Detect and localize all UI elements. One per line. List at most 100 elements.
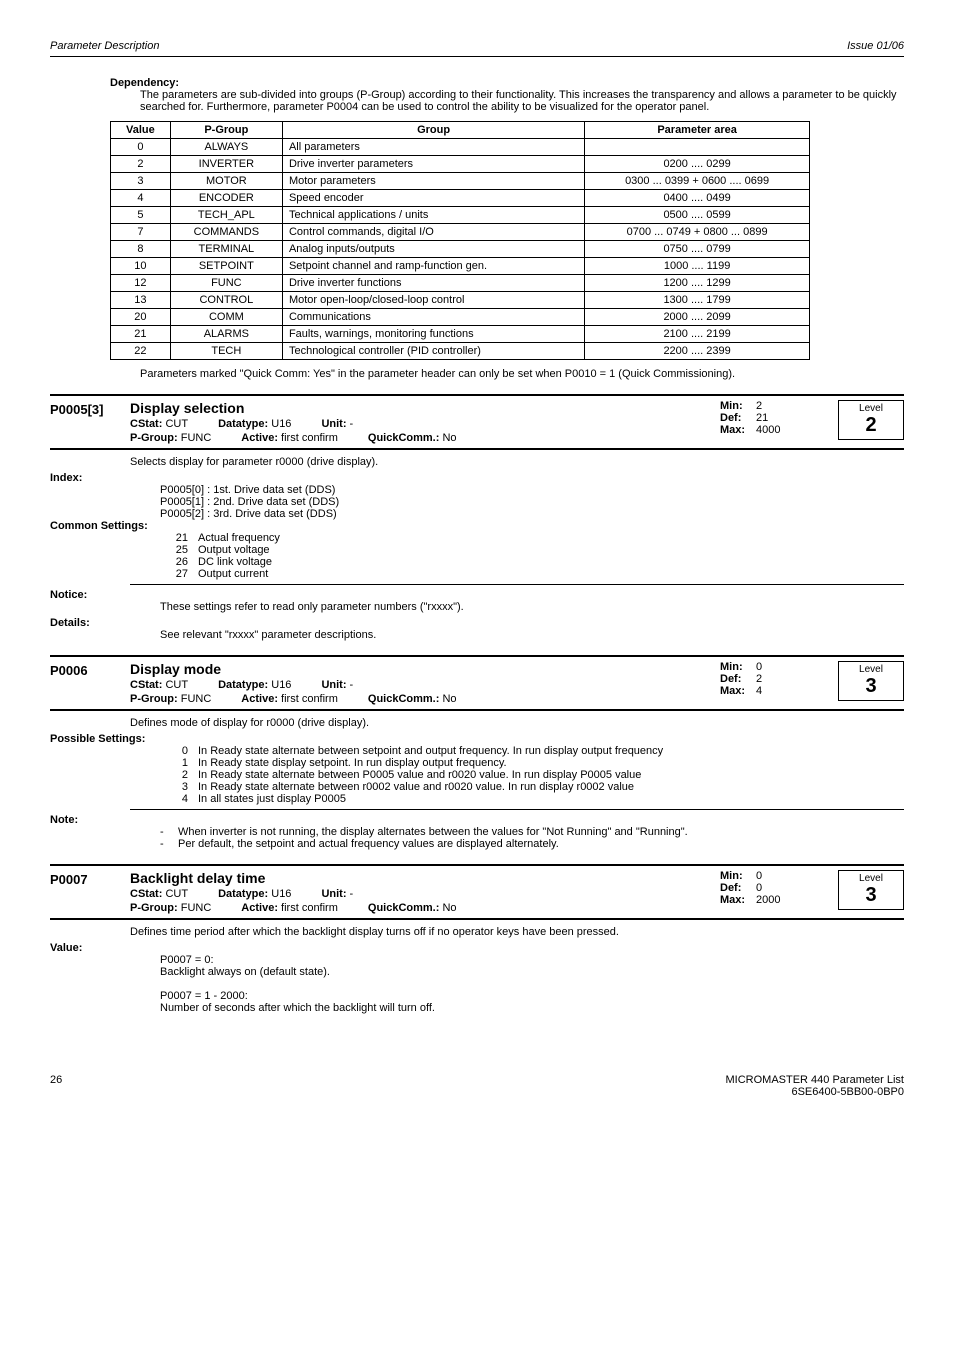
def-v: 0 xyxy=(756,882,762,894)
level-l: Level xyxy=(843,873,899,884)
quick-label: QuickComm.: xyxy=(368,432,440,444)
level-l: Level xyxy=(843,664,899,675)
unit-label: Unit: xyxy=(321,418,346,430)
def-v: 21 xyxy=(756,412,768,424)
min-l: Min: xyxy=(720,661,756,673)
p0006-possible: 0In Ready state alternate between setpoi… xyxy=(160,745,904,805)
minmax: Min:2 Def:21 Max:4000 xyxy=(720,400,830,436)
dependency-text: The parameters are sub-divided into grou… xyxy=(140,89,904,113)
max-v: 2000 xyxy=(756,894,780,906)
level-v: 3 xyxy=(843,884,899,907)
pgroup-after: Parameters marked "Quick Comm: Yes" in t… xyxy=(140,368,904,380)
def-l: Def: xyxy=(720,673,756,685)
value-label: Value: xyxy=(50,942,130,954)
def-l: Def: xyxy=(720,882,756,894)
dtype-val: U16 xyxy=(271,418,291,430)
param-id: P0006 xyxy=(50,661,130,678)
pgrp-label: P-Group: xyxy=(130,902,178,914)
min-v: 0 xyxy=(756,870,762,882)
cstat-val: CUT xyxy=(165,418,188,430)
cstat-label: CStat: xyxy=(130,888,162,900)
common-label: Common Settings: xyxy=(50,520,180,532)
quick-label: QuickComm.: xyxy=(368,693,440,705)
min-l: Min: xyxy=(720,400,756,412)
dtype-label: Datatype: xyxy=(218,679,268,691)
cstat-val: CUT xyxy=(165,888,188,900)
max-l: Max: xyxy=(720,894,756,906)
quick-val: No xyxy=(442,432,456,444)
index-label: Index: xyxy=(50,472,130,484)
active-label: Active: xyxy=(241,902,278,914)
doc-issue: Issue 01/06 xyxy=(847,40,904,52)
def-l: Def: xyxy=(720,412,756,424)
min-v: 0 xyxy=(756,661,762,673)
footer-line2: 6SE6400-5BB00-0BP0 xyxy=(726,1086,905,1098)
param-p0007: P0007 Backlight delay time CStat: CUT Da… xyxy=(50,864,904,920)
min-l: Min: xyxy=(720,870,756,882)
pgrp-label: P-Group: xyxy=(130,432,178,444)
pgrp-val: FUNC xyxy=(181,693,212,705)
cstat-val: CUT xyxy=(165,679,188,691)
param-title: Backlight delay time xyxy=(130,870,720,886)
doc-title: Parameter Description xyxy=(50,40,159,52)
min-v: 2 xyxy=(756,400,762,412)
quick-val: No xyxy=(442,693,456,705)
max-l: Max: xyxy=(720,685,756,697)
pgrp-val: FUNC xyxy=(181,902,212,914)
max-l: Max: xyxy=(720,424,756,436)
param-p0006: P0006 Display mode CStat: CUT Datatype: … xyxy=(50,655,904,711)
quick-label: QuickComm.: xyxy=(368,902,440,914)
param-title: Display selection xyxy=(130,400,720,416)
minmax: Min:0 Def:0 Max:2000 xyxy=(720,870,830,906)
def-v: 2 xyxy=(756,673,762,685)
max-v: 4000 xyxy=(756,424,780,436)
possible-label: Possible Settings: xyxy=(50,733,180,745)
active-val: first confirm xyxy=(281,902,338,914)
p0007-desc: Defines time period after which the back… xyxy=(130,926,904,938)
p0005-desc: Selects display for parameter r0000 (dri… xyxy=(130,456,904,468)
pgrp-val: FUNC xyxy=(181,432,212,444)
p0005-index: P0005[0] : 1st. Drive data set (DDS)P000… xyxy=(160,484,904,520)
page-number: 26 xyxy=(50,1074,62,1098)
pgroup-table: ValueP-GroupGroupParameter area 0ALWAYSA… xyxy=(110,121,810,360)
level-box: Level 2 xyxy=(838,400,904,440)
pgrp-label: P-Group: xyxy=(130,693,178,705)
dtype-val: U16 xyxy=(271,888,291,900)
unit-val: - xyxy=(350,679,354,691)
notice-label: Notice: xyxy=(50,589,130,601)
p0005-common: 21Actual frequency25Output voltage26DC l… xyxy=(160,532,904,580)
unit-label: Unit: xyxy=(321,888,346,900)
level-box: Level 3 xyxy=(838,661,904,701)
unit-val: - xyxy=(350,888,354,900)
page-footer: 26 MICROMASTER 440 Parameter List 6SE640… xyxy=(50,1074,904,1098)
level-l: Level xyxy=(843,403,899,414)
active-label: Active: xyxy=(241,432,278,444)
p0006-notes: -When inverter is not running, the displ… xyxy=(160,826,904,850)
param-title: Display mode xyxy=(130,661,720,677)
cstat-label: CStat: xyxy=(130,679,162,691)
dependency-label: Dependency: xyxy=(110,77,904,89)
active-val: first confirm xyxy=(281,693,338,705)
max-v: 4 xyxy=(756,685,762,697)
note-label: Note: xyxy=(50,814,130,826)
unit-val: - xyxy=(350,418,354,430)
level-v: 2 xyxy=(843,414,899,437)
unit-label: Unit: xyxy=(321,679,346,691)
dtype-label: Datatype: xyxy=(218,418,268,430)
details-label: Details: xyxy=(50,617,130,629)
level-box: Level 3 xyxy=(838,870,904,910)
p0005-details: See relevant "rxxxx" parameter descripti… xyxy=(160,629,904,641)
p0005-notice: These settings refer to read only parame… xyxy=(160,601,904,613)
param-id: P0007 xyxy=(50,870,130,887)
minmax: Min:0 Def:2 Max:4 xyxy=(720,661,830,697)
active-label: Active: xyxy=(241,693,278,705)
footer-line1: MICROMASTER 440 Parameter List xyxy=(726,1074,905,1086)
param-p0005: P0005[3] Display selection CStat: CUT Da… xyxy=(50,394,904,450)
p0007-values: P0007 = 0:Backlight always on (default s… xyxy=(160,954,904,1014)
dtype-label: Datatype: xyxy=(218,888,268,900)
p0006-desc: Defines mode of display for r0000 (drive… xyxy=(130,717,904,729)
cstat-label: CStat: xyxy=(130,418,162,430)
param-id: P0005[3] xyxy=(50,400,130,417)
level-v: 3 xyxy=(843,675,899,698)
quick-val: No xyxy=(442,902,456,914)
